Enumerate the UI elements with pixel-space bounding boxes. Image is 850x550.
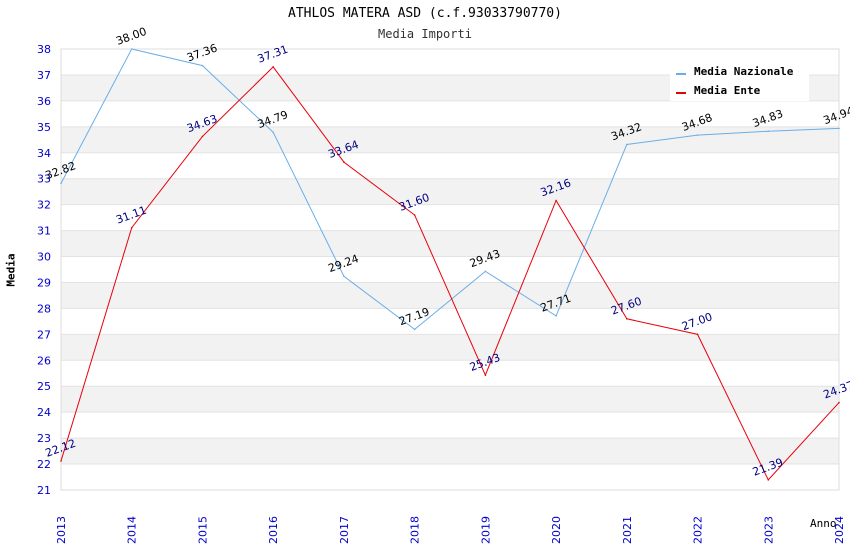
y-tick-label: 25 [37, 380, 51, 393]
x-axis-label: Anno [810, 517, 837, 530]
x-tick-label: 2017 [338, 516, 351, 544]
grid-band [61, 438, 839, 465]
legend-box [670, 60, 809, 101]
y-tick-label: 38 [37, 43, 51, 56]
data-point [272, 66, 274, 68]
data-point [343, 275, 345, 278]
data-label: 37.31 [256, 43, 290, 66]
data-point [626, 317, 628, 320]
data-point [343, 161, 345, 163]
y-tick-label: 27 [37, 328, 51, 341]
data-label: 37.36 [185, 41, 219, 64]
legend-label: Media Nazionale [694, 65, 794, 78]
data-point [201, 135, 204, 138]
data-point [201, 64, 204, 67]
y-tick-label: 31 [37, 225, 51, 238]
y-tick-label: 28 [37, 302, 51, 315]
data-point [413, 214, 416, 216]
chart-title: ATHLOS MATERA ASD (c.f.93033790770) [288, 6, 562, 21]
series-line [60, 48, 840, 331]
y-tick-label: 37 [37, 69, 51, 82]
y-tick-label: 21 [37, 484, 51, 497]
data-point [555, 199, 557, 202]
y-tick-label: 23 [37, 432, 51, 445]
x-tick-label: 2013 [55, 516, 68, 544]
data-label: 27.00 [680, 310, 714, 333]
grid-band [61, 386, 839, 413]
data-point [626, 143, 628, 146]
x-tick-label: 2023 [762, 516, 775, 544]
data-point [484, 270, 487, 273]
data-point [767, 130, 770, 133]
data-point [696, 134, 699, 136]
y-tick-label: 29 [37, 276, 51, 289]
y-tick-label: 35 [37, 121, 51, 134]
grid-band [61, 178, 839, 205]
legend-label: Media Ente [694, 84, 761, 97]
data-label: 38.00 [114, 25, 148, 48]
y-tick-label: 30 [37, 251, 51, 264]
y-tick-label: 36 [37, 95, 51, 108]
plot-frame [60, 48, 840, 491]
y-tick-label: 24 [37, 406, 51, 419]
data-point [60, 182, 62, 185]
x-tick-label: 2018 [409, 516, 422, 544]
y-tick-label: 34 [37, 147, 51, 160]
data-label: 34.94 [822, 104, 850, 127]
x-tick-label: 2014 [126, 516, 139, 544]
data-point [484, 374, 487, 376]
x-tick-label: 2015 [196, 516, 209, 544]
y-tick-label: 33 [37, 173, 51, 186]
data-point [60, 460, 62, 462]
x-tick-label: 2024 [833, 516, 846, 544]
data-point [767, 479, 770, 481]
data-point [838, 401, 840, 404]
y-tick-label: 32 [37, 199, 51, 212]
x-tick-label: 2020 [550, 516, 563, 544]
data-point [130, 226, 133, 229]
data-point [838, 127, 840, 130]
y-tick-label: 22 [37, 458, 51, 471]
x-tick-label: 2016 [267, 516, 280, 544]
x-tick-label: 2022 [692, 516, 705, 544]
data-point [413, 328, 416, 331]
data-point [272, 131, 274, 134]
data-point [696, 333, 699, 336]
grid-band [61, 334, 839, 361]
y-tick-label: 26 [37, 354, 51, 367]
data-point [130, 48, 133, 50]
x-tick-label: 2021 [621, 516, 634, 544]
series-line [60, 66, 840, 481]
data-point [555, 315, 557, 317]
data-label: 31.11 [114, 204, 148, 227]
chart-subtitle: Media Importi [378, 27, 472, 41]
grid-band [61, 230, 839, 257]
grid-band [61, 126, 839, 153]
x-tick-label: 2019 [479, 516, 492, 544]
